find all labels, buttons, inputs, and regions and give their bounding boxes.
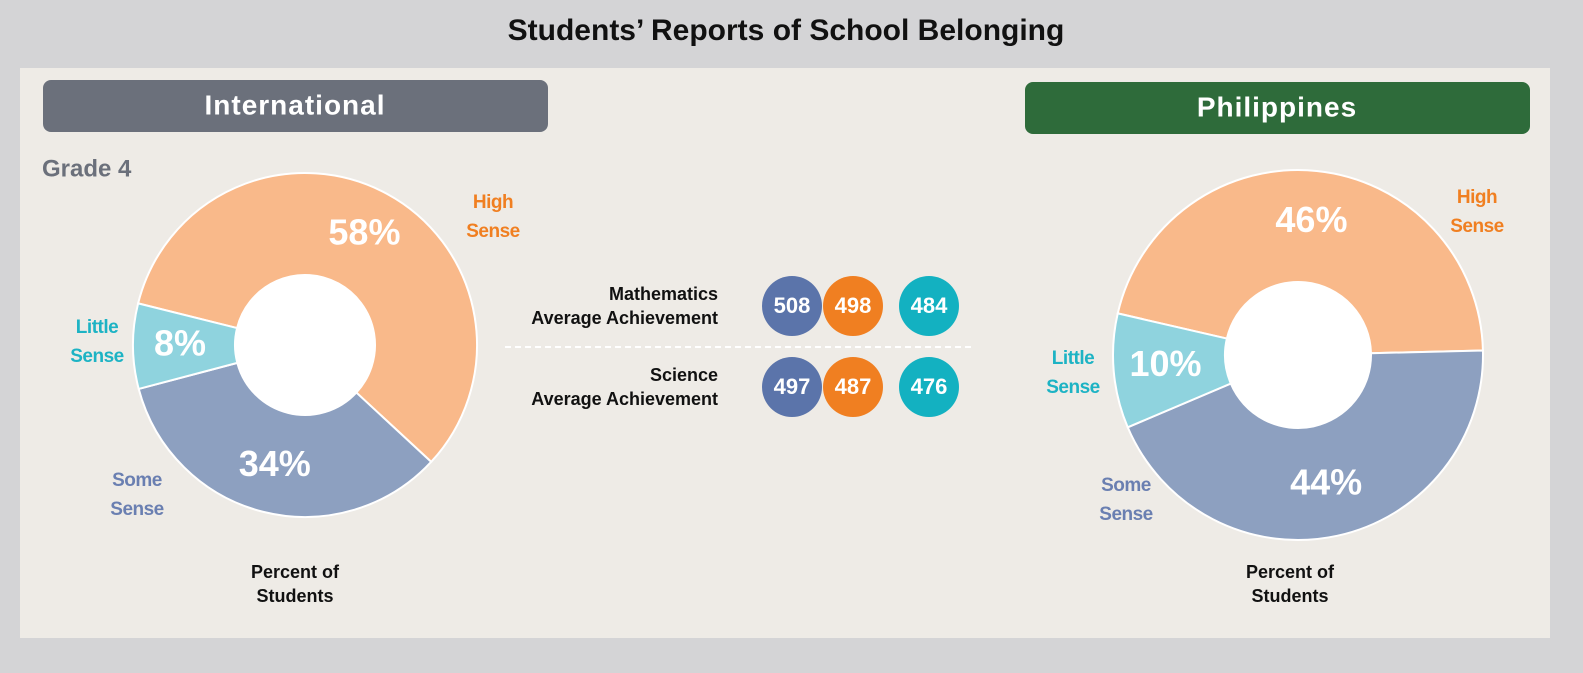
value-label: 46% (1275, 199, 1347, 240)
score-circle (899, 357, 959, 417)
score-circle (823, 357, 883, 417)
category-label: Little Sense (70, 317, 124, 367)
category-label: Some Sense (110, 470, 164, 520)
row-label-line: Science (649, 365, 718, 385)
score-label: 484 (911, 293, 948, 318)
score-circle (823, 276, 883, 336)
value-label: 44% (1290, 462, 1362, 503)
row-label: Science Average Achievement (531, 363, 718, 411)
title: Students’ Reports of School Belonging (508, 14, 1065, 47)
value-label: 58% (328, 212, 400, 253)
donut-slice (1116, 169, 1484, 355)
row-label-line: Average Achievement (531, 389, 718, 409)
score-label: 487 (835, 374, 872, 399)
score-label: 508 (774, 293, 811, 318)
category-label: High Sense (466, 192, 520, 242)
axis-label: Percent of Students (1245, 562, 1335, 606)
donut-slice (1112, 312, 1233, 429)
score-label: 476 (911, 374, 948, 399)
score-label: 497 (774, 374, 811, 399)
header-box (1025, 82, 1530, 134)
value-label: 10% (1129, 343, 1201, 384)
category-label: Some Sense (1099, 475, 1153, 525)
value-label: 8% (154, 322, 206, 363)
axis-label: Percent of Students (250, 562, 340, 606)
row-label-line: Mathematics (608, 284, 718, 304)
header-box (43, 80, 548, 132)
header-title: Philippines (1197, 91, 1357, 122)
score-circle (762, 276, 822, 336)
value-label: 34% (239, 443, 311, 484)
category-label: Little Sense (1046, 348, 1100, 398)
header-title: International (204, 89, 385, 120)
donut-hole (1225, 282, 1371, 428)
score-label: 498 (835, 293, 872, 318)
grade: Grade 4 (42, 155, 132, 182)
score-circle (899, 276, 959, 336)
donut-hole (235, 275, 375, 415)
score-circle (762, 357, 822, 417)
row-label: Mathematics Average Achievement (531, 282, 718, 330)
row-label-line: Average Achievement (531, 308, 718, 328)
category-label: High Sense (1450, 187, 1504, 237)
